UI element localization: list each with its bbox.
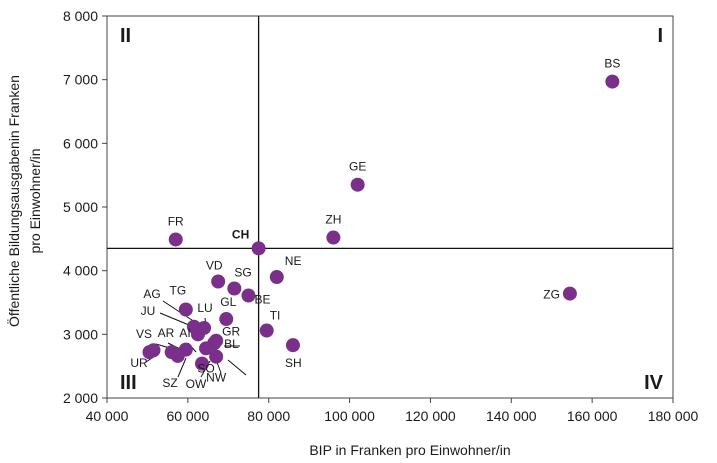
data-point [168, 232, 183, 247]
y-tick-label: 5 000 [63, 199, 98, 215]
point-label: TG [169, 284, 186, 298]
y-axis-title-line-2: pro Einwohner/in [27, 148, 43, 253]
data-point [326, 230, 341, 245]
plot-area [106, 15, 674, 399]
y-tick-label: 8 000 [63, 8, 98, 24]
data-point [142, 345, 157, 360]
point-label: UR [130, 356, 148, 370]
point-label: ZH [325, 213, 341, 227]
x-tick-label: 40 000 [86, 408, 129, 424]
x-tick-label: 120 000 [405, 408, 456, 424]
point-label: GR [222, 325, 240, 339]
point-label: ZG [543, 288, 560, 302]
point-label: BE [255, 292, 271, 306]
data-point [350, 177, 365, 192]
point-label: TI [270, 309, 281, 323]
y-tick-label: 3 000 [63, 326, 98, 342]
y-tick-label: 2 000 [63, 390, 98, 406]
data-point [178, 302, 193, 317]
point-label: NE [285, 254, 302, 268]
y-tick-label: 7 000 [63, 72, 98, 88]
leader-line [227, 359, 247, 376]
x-axis-ticks: 40 000 60 000 80 000 100 000 120 000 140 000 1… [86, 398, 699, 424]
point-label: SZ [162, 376, 177, 390]
x-tick-label: 80 000 [247, 408, 290, 424]
plot-frame [106, 15, 674, 399]
data-point [251, 241, 266, 256]
data-point [211, 274, 226, 289]
point-label: VS [136, 327, 152, 341]
data-point [269, 270, 284, 285]
leader-line [177, 357, 187, 378]
data-point [562, 286, 577, 301]
point-label: SG [234, 265, 251, 279]
point-label: VD [206, 258, 223, 272]
y-axis-title-line-1: Öffentliche Bildungsausgabenin Franken [5, 75, 22, 327]
x-tick-label: 100 000 [324, 408, 375, 424]
data-point [285, 338, 300, 353]
reference-lines [107, 16, 673, 398]
point-label: LU [197, 301, 212, 315]
point-label: AG [143, 287, 160, 301]
data-points [142, 74, 620, 371]
point-label: BL [224, 337, 239, 351]
data-point [195, 356, 210, 371]
y-axis-ticks: 2 000 3 000 4 000 5 000 6 000 7 000 8 000 [63, 8, 107, 406]
data-point [170, 348, 185, 363]
point-label: AR [158, 326, 175, 340]
y-tick-label: 6 000 [63, 135, 98, 151]
data-point [190, 327, 205, 342]
point-label: FR [168, 214, 184, 228]
point-label: JU [141, 304, 156, 318]
x-tick-label: 160 000 [567, 408, 618, 424]
data-point [199, 341, 214, 356]
x-tick-label: 180 000 [648, 408, 699, 424]
data-point [605, 74, 620, 89]
data-point [209, 349, 224, 364]
point-label: NW [206, 371, 227, 385]
point-label: SO [197, 361, 214, 375]
quadrant-label: III [120, 372, 137, 394]
point-label: OW [186, 377, 207, 391]
quadrant-label: I [657, 25, 663, 47]
x-tick-label: 140 000 [486, 408, 537, 424]
point-label: AI [179, 326, 190, 340]
data-point [227, 281, 242, 296]
x-axis-title: BIP in Franken pro Einwohner/in [309, 442, 510, 458]
point-label: CH [232, 227, 249, 241]
quadrant-label: II [120, 25, 131, 47]
data-point [259, 323, 274, 338]
data-point [241, 288, 256, 303]
x-tick-label: 60 000 [166, 408, 209, 424]
point-label: BS [604, 57, 620, 71]
data-point [219, 312, 234, 327]
quadrant-label: IV [644, 372, 664, 394]
point-label: GE [349, 160, 366, 174]
point-label: GL [220, 295, 236, 309]
point-label: SH [285, 356, 302, 370]
y-tick-label: 4 000 [63, 263, 98, 279]
